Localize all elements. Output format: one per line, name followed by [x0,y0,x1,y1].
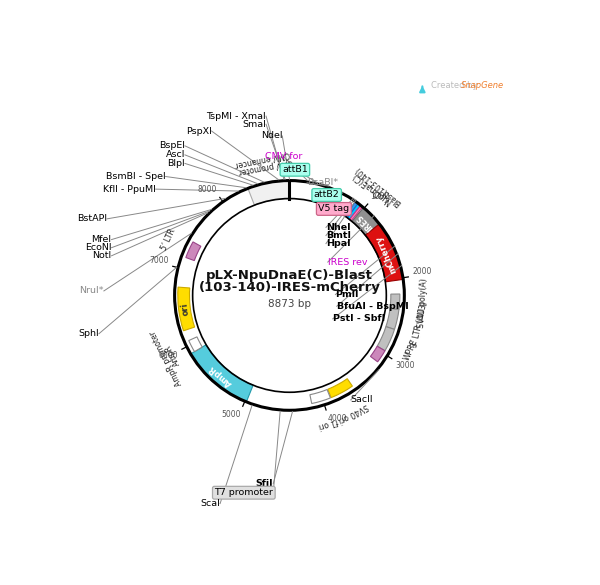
Wedge shape [350,205,362,221]
Text: PspXI: PspXI [185,126,212,136]
Text: Blast(103-140): Blast(103-140) [353,164,403,207]
Text: PmlI: PmlI [335,290,359,299]
Text: SV40 poly(A): SV40 poly(A) [416,278,428,328]
Wedge shape [365,224,403,282]
Text: EcoNI: EcoNI [85,243,112,252]
Text: NotI: NotI [92,252,112,260]
Text: BmtI: BmtI [326,231,351,240]
Text: 8873 bp: 8873 bp [268,298,311,308]
Text: 3’ LTR (ΔU3): 3’ LTR (ΔU3) [410,301,429,349]
Text: 8000: 8000 [198,185,217,194]
Text: BfuAI - BspMI: BfuAI - BspMI [337,302,409,311]
Text: ScaI: ScaI [200,499,220,508]
Text: AmpR: AmpR [163,343,181,367]
Text: attB1: attB1 [282,165,308,174]
Text: NheI: NheI [326,223,350,232]
Wedge shape [178,287,194,331]
Text: BspEI: BspEI [159,142,185,150]
Text: BsaBI*: BsaBI* [307,178,338,187]
Text: BsmBI - SpeI: BsmBI - SpeI [106,172,166,181]
Text: 1000: 1000 [371,192,390,201]
Text: MfeI: MfeI [91,235,112,244]
Text: WPRE: WPRE [403,338,420,362]
Wedge shape [386,308,399,329]
Text: f1 ori: f1 ori [317,416,338,431]
Text: SfiI: SfiI [256,479,273,488]
Text: 3000: 3000 [395,361,415,370]
Text: TspMI - XmaI: TspMI - XmaI [206,112,266,121]
Wedge shape [345,201,358,218]
Text: CMV promoter: CMV promoter [238,157,294,176]
Text: KflI - PpuMI: KflI - PpuMI [103,185,155,194]
Text: SacII: SacII [351,395,373,404]
Wedge shape [352,208,379,235]
Wedge shape [189,337,202,352]
Wedge shape [186,242,201,260]
Text: V5 tag: V5 tag [319,204,349,214]
Text: Created by: Created by [431,81,481,90]
Wedge shape [390,294,400,309]
Text: IRES: IRES [355,212,375,232]
Text: HpaI: HpaI [326,239,350,248]
Text: NruI*: NruI* [79,287,104,295]
Text: 5’ LTR: 5’ LTR [160,228,177,252]
Wedge shape [370,346,385,362]
Text: AscI: AscI [166,150,185,159]
Text: attB2: attB2 [314,191,340,199]
Text: BstAPI: BstAPI [77,214,107,223]
Text: SnapGene: SnapGene [461,81,504,90]
Text: pLX-NpuDnaE(C)-Blast: pLX-NpuDnaE(C)-Blast [206,269,373,281]
Wedge shape [310,390,331,404]
Text: CMV for: CMV for [265,152,302,161]
Wedge shape [328,378,352,398]
Wedge shape [191,345,253,402]
Text: 4000: 4000 [328,414,347,424]
Text: NupDnaE(C): NupDnaE(C) [350,170,393,206]
Text: AmpR: AmpR [208,363,234,388]
Text: IRES rev: IRES rev [328,257,367,267]
Text: CMV enhancer: CMV enhancer [234,150,290,170]
Wedge shape [347,204,361,219]
Text: PstI - SbfI: PstI - SbfI [333,314,385,324]
Text: SmaI: SmaI [242,120,266,129]
Text: NdeI: NdeI [260,132,282,140]
Text: 6000: 6000 [158,351,178,360]
Text: mCherry: mCherry [374,233,398,274]
Wedge shape [377,326,394,351]
Text: (103-140)-IRES-mCherry: (103-140)-IRES-mCherry [199,281,380,294]
Text: 2000: 2000 [413,267,432,276]
Text: SphI: SphI [78,329,99,338]
Text: SV40 ori: SV40 ori [337,401,370,424]
Text: 7000: 7000 [149,256,169,265]
Text: 5000: 5000 [221,411,241,419]
Text: BlpI: BlpI [167,159,185,168]
Text: ori: ori [179,301,190,315]
Text: T7 promoter: T7 promoter [214,488,273,497]
Wedge shape [248,181,289,205]
Text: AmpR promoter: AmpR promoter [148,329,184,387]
